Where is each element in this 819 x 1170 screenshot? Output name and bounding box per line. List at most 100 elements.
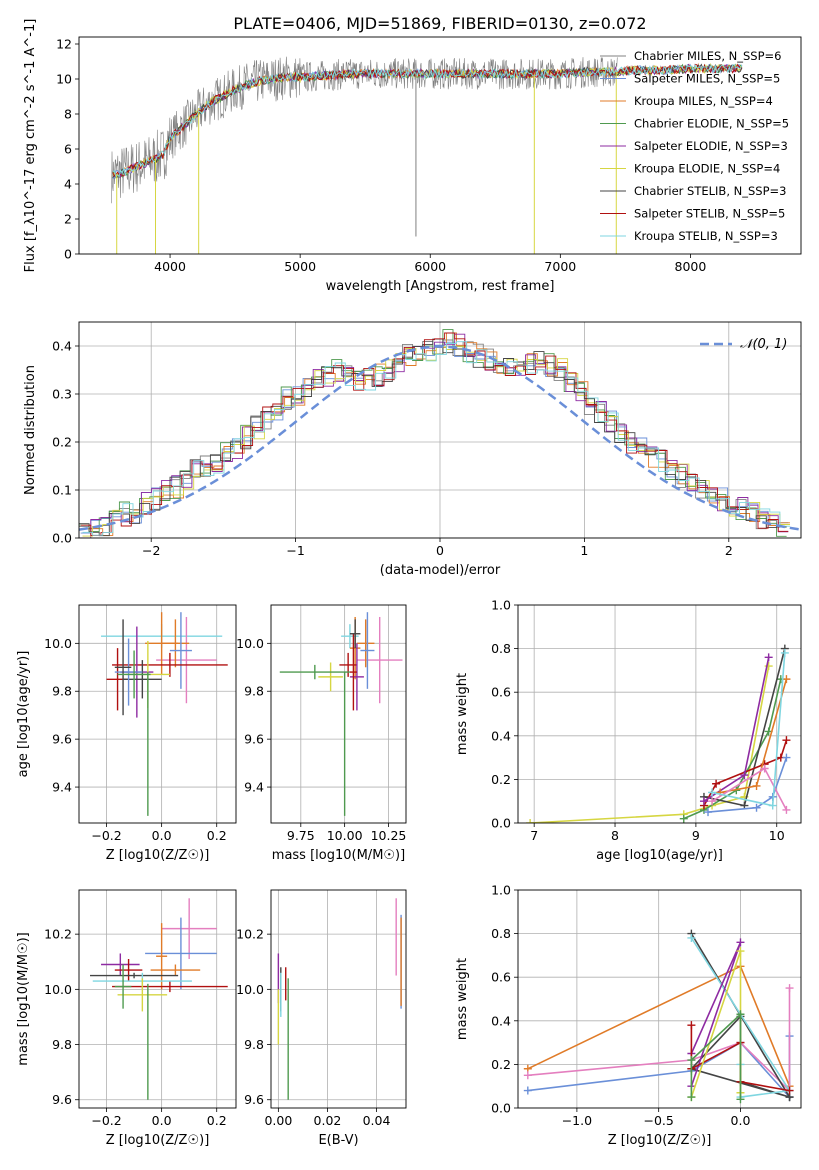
histogram-chabrier_stelib <box>79 338 787 537</box>
data-point-marker <box>780 648 789 657</box>
y-tick-label: 0.2 <box>491 1057 511 1072</box>
data-point-marker <box>782 675 791 684</box>
legend-label: Kroupa STELIB, N_SSP=3 <box>634 229 778 243</box>
y-tick-label: 10.2 <box>236 927 264 942</box>
y-tick-label: 0.8 <box>491 641 511 656</box>
data-point-marker <box>699 797 708 806</box>
gaussian-curve <box>79 345 801 531</box>
y-tick-label: 1.0 <box>491 883 511 898</box>
x-tick-label: 0.0 <box>152 828 172 843</box>
y-tick-label: 0.4 <box>491 728 511 743</box>
x-tick-label: 10 <box>769 828 785 843</box>
x-tick-label: 0.00 <box>264 1113 292 1128</box>
data-point-marker <box>736 1010 745 1019</box>
x-axis-label: E(B-V) <box>318 1133 358 1148</box>
series-line-salpeter_miles <box>707 757 788 813</box>
axes-frame <box>78 889 237 1109</box>
plot-area <box>79 322 801 538</box>
figure-title: PLATE=0406, MJD=51869, FIBERID=0130, z=0… <box>233 14 646 33</box>
y-tick-label: 0.6 <box>491 970 511 985</box>
y-axis-label: Flux [f_λ10^-17 erg cm^-2 s^-1 A^-1] <box>23 19 38 273</box>
x-tick-label: 7 <box>530 828 538 843</box>
y-tick-label: 0.3 <box>52 387 72 402</box>
data-point-marker <box>704 808 713 817</box>
y-tick-label: 0 <box>64 247 72 262</box>
x-axis-label: (data-model)/error <box>380 563 501 578</box>
x-tick-label: 8 <box>611 828 619 843</box>
x-tick-label: 1 <box>580 543 588 558</box>
x-tick-label: 0.04 <box>363 1113 391 1128</box>
axes-frame <box>78 321 802 539</box>
data-point-marker <box>782 753 791 762</box>
panels-group: 4000 5000 6000 7000 8000024681012wavelength … <box>16 19 802 1148</box>
x-tick-label: −2 <box>142 543 160 558</box>
y-tick-label: 0.4 <box>491 1013 511 1028</box>
data-point-marker <box>740 771 749 780</box>
legend-label: Salpeter ELODIE, N_SSP=3 <box>634 139 788 153</box>
panel-mass-weight-vs-Z: −1.0 −0.5 0.0 0.0 0.2 0.4 0.6 0.8 1.0 Z [log10(Z/… <box>455 883 802 1148</box>
x-tick-label: −0.5 <box>644 1113 674 1128</box>
data-point-marker <box>716 788 725 797</box>
y-tick-label: 9.6 <box>52 732 72 747</box>
x-tick-label: 10.00 <box>327 828 363 843</box>
series-line-chabrier_elodie <box>690 1012 742 1100</box>
legend-label: Kroupa ELODIE, N_SSP=4 <box>634 162 780 176</box>
x-tick-label: 0.0 <box>731 1113 751 1128</box>
panel-residuals: −2 −1 0 1 2 0.0 0.1 0.2 0.3 0.4 (data-model)/error… <box>23 321 802 578</box>
spectrum-model-chabrier_stelib <box>112 63 743 179</box>
x-tick-label: −0.2 <box>91 828 121 843</box>
x-tick-label: 5000 <box>284 259 316 274</box>
x-tick-label: 7000 <box>544 259 576 274</box>
x-tick-label: 2 <box>725 543 733 558</box>
y-tick-label: 10.0 <box>44 982 72 997</box>
plot-area <box>271 890 406 1108</box>
x-tick-label: 8000 <box>675 259 707 274</box>
legend-label: Salpeter STELIB, N_SSP=5 <box>634 207 785 221</box>
y-tick-label: 0.0 <box>491 816 511 831</box>
y-tick-label: 0.4 <box>52 339 72 354</box>
panel-spectrum: 4000 5000 6000 7000 8000 0 2 4 6 8 10 12 wavelength … <box>23 19 802 294</box>
y-tick-label: 9.6 <box>52 1092 72 1107</box>
x-tick-label: −1 <box>286 543 304 558</box>
y-tick-label: 9.6 <box>244 732 264 747</box>
y-tick-label: 0.6 <box>491 685 511 700</box>
data-point-marker <box>785 984 794 993</box>
y-tick-label: 0.1 <box>52 483 72 498</box>
plot-area <box>79 605 236 823</box>
x-axis-label: Z [log10(Z/Z☉)] <box>106 1133 210 1148</box>
spectrum-model-kroupa_stelib <box>112 63 743 178</box>
data-point-marker <box>760 764 769 773</box>
x-tick-label: −0.2 <box>91 1113 121 1128</box>
y-tick-label: 6 <box>64 142 72 157</box>
y-tick-label: 2 <box>64 212 72 227</box>
y-tick-label: 9.8 <box>244 684 264 699</box>
x-tick-label: 6000 <box>414 259 446 274</box>
y-tick-label: 0.2 <box>52 435 72 450</box>
x-axis-label: wavelength [Angstrom, rest frame] <box>326 279 555 294</box>
panel-age-vs-Z: −0.2 0.0 0.2 9.4 9.6 9.8 10.0 Z [log10(Z/Z☉)] ag… <box>16 604 237 863</box>
legend-label: Chabrier MILES, N_SSP=6 <box>634 49 781 63</box>
x-tick-label: 0.0 <box>152 1113 172 1128</box>
panel-mass-vs-ebv: 0.00 0.02 0.04 9.6 9.8 10.0 10.2 E(B-V) <box>236 889 407 1148</box>
legend-label: 𝒩(0, 1) <box>740 337 787 352</box>
data-point-marker <box>764 662 773 671</box>
legend-label: Chabrier ELODIE, N_SSP=5 <box>634 117 789 131</box>
series-line-chabrier_stelib <box>689 933 792 1099</box>
data-point-marker <box>687 1056 696 1065</box>
y-tick-label: 10.0 <box>236 982 264 997</box>
y-tick-label: 10.0 <box>44 636 72 651</box>
x-tick-label: 0.02 <box>314 1113 342 1128</box>
plot-area <box>271 605 406 823</box>
data-point-marker <box>736 938 745 947</box>
x-tick-label: 9.75 <box>287 828 315 843</box>
y-axis-label: age [log10(age/yr)] <box>16 651 31 778</box>
axes-frame <box>270 889 407 1109</box>
panel-mass-weight-vs-age: 7 8 9 10 0.0 0.2 0.4 0.6 0.8 1.0 age [log10(age/yr… <box>455 598 802 863</box>
y-tick-label: 0.0 <box>52 531 72 546</box>
panel-age-vs-mass: 9.75 10.00 10.25 9.4 9.6 9.8 10.0 mass [log10(M… <box>236 604 407 863</box>
plot-area <box>111 56 743 254</box>
data-point-marker <box>752 781 761 790</box>
legend-label: Kroupa MILES, N_SSP=4 <box>634 94 773 108</box>
y-tick-label: 9.4 <box>52 780 72 795</box>
